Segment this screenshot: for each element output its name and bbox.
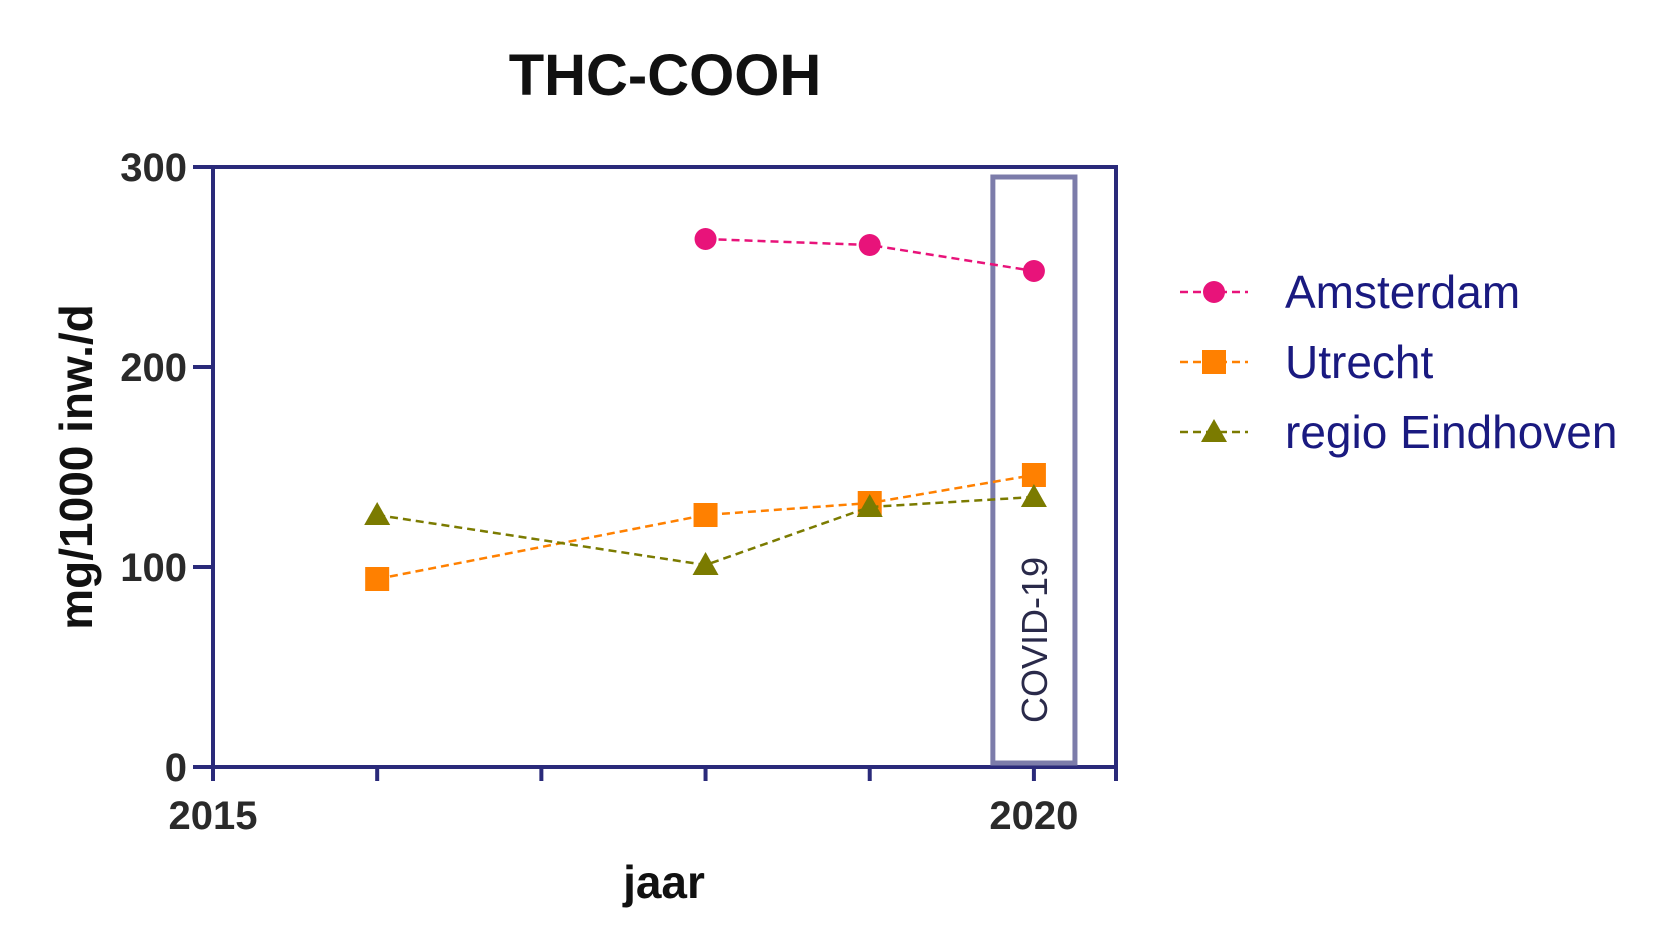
- data-point-utrecht: [693, 503, 718, 527]
- data-point-amsterdam: [1022, 260, 1045, 282]
- series-line-amsterdam: [705, 237, 1035, 273]
- data-point-regio-eindhoven: [364, 502, 391, 525]
- legend-marker: [1203, 281, 1225, 303]
- legend-item-utrecht: Utrecht: [1180, 336, 1433, 388]
- y-tick-label: 300: [120, 146, 187, 190]
- y-axis-title: mg/1000 inw./d: [50, 304, 102, 630]
- covid-annotation: COVID-19: [990, 174, 1078, 766]
- data-point-utrecht: [1021, 463, 1046, 487]
- y-axis-ticks: 0 100 200 300: [120, 146, 213, 790]
- y-tick-label: 0: [165, 746, 187, 790]
- data-point-utrecht: [365, 567, 390, 591]
- covid-annotation-box: [990, 174, 1078, 766]
- series-layer: [364, 228, 1047, 591]
- series-amsterdam: [694, 228, 1045, 282]
- legend: Amsterdam Utrecht regio Eindhoven: [1180, 266, 1617, 458]
- x-axis-ticks: 2015 2020: [169, 767, 1118, 838]
- series-regio-eindhoven: [364, 484, 1047, 575]
- legend-label: Utrecht: [1285, 336, 1433, 388]
- data-point-regio-eindhoven: [856, 494, 883, 517]
- data-point-amsterdam: [858, 234, 881, 256]
- legend-item-amsterdam: Amsterdam: [1180, 266, 1520, 318]
- legend-marker: [1202, 350, 1226, 374]
- y-tick-label: 200: [120, 346, 187, 390]
- data-point-regio-eindhoven: [692, 552, 719, 575]
- series-line-regio-eindhoven: [376, 495, 1034, 567]
- legend-item-regio-eindhoven: regio Eindhoven: [1180, 406, 1617, 458]
- legend-marker: [1201, 419, 1227, 442]
- x-tick-label: 2020: [989, 794, 1078, 838]
- data-point-regio-eindhoven: [1020, 484, 1047, 507]
- legend-label: regio Eindhoven: [1285, 406, 1617, 458]
- x-axis-title: jaar: [622, 856, 705, 908]
- plot-frame: [211, 165, 1118, 769]
- x-tick-label: 2015: [169, 794, 258, 838]
- series-line-utrecht: [376, 473, 1035, 581]
- chart-title: THC-COOH: [509, 43, 822, 108]
- covid-annotation-label: COVID-19: [1014, 557, 1055, 723]
- data-point-amsterdam: [694, 228, 717, 250]
- legend-label: Amsterdam: [1285, 266, 1520, 318]
- y-tick-label: 100: [120, 546, 187, 590]
